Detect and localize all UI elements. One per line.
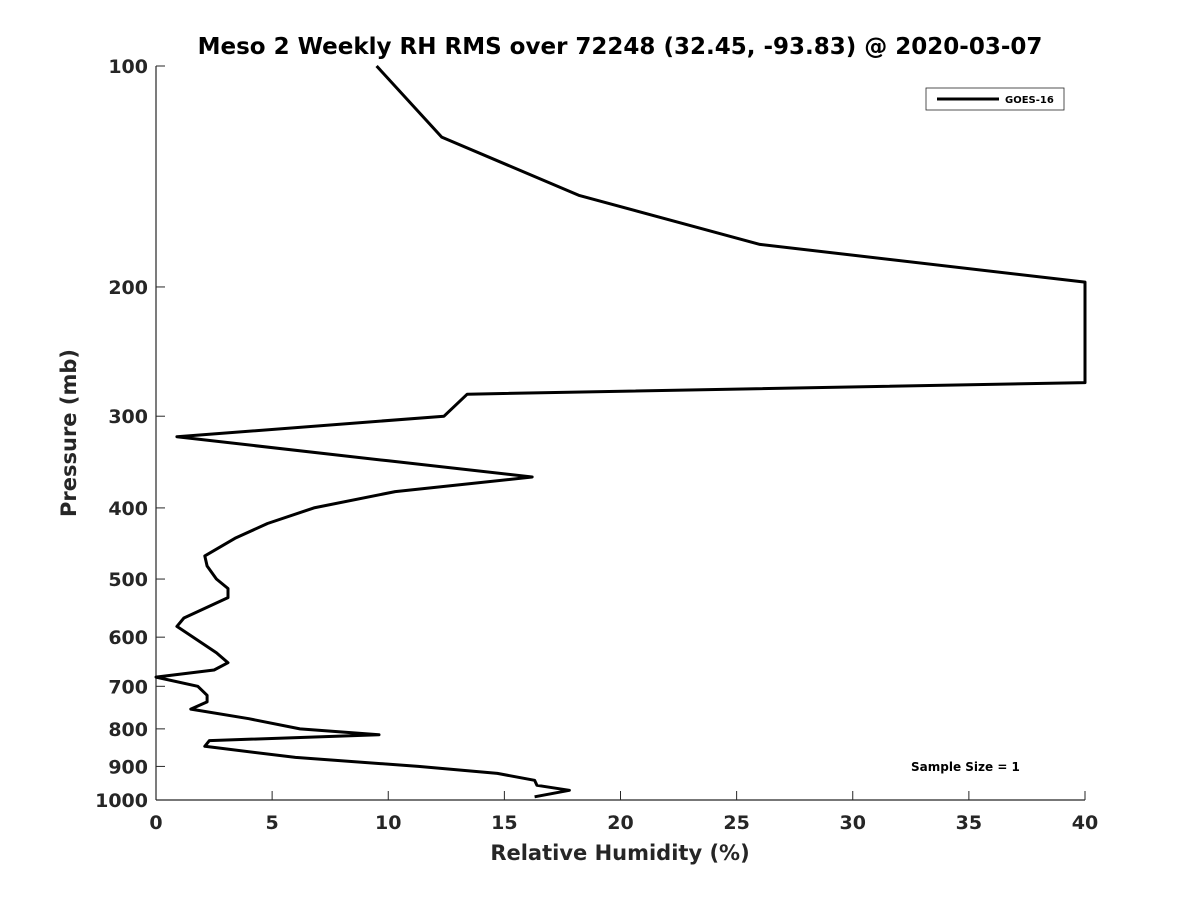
y-tick-label: 500 (108, 569, 148, 591)
y-tick-label: 100 (108, 56, 148, 78)
series-line-goes-16 (154, 64, 1087, 799)
legend: GOES-16 (925, 87, 1065, 111)
chart-title: Meso 2 Weekly RH RMS over 72248 (32.45, … (198, 34, 1043, 60)
x-tick-label: 30 (840, 812, 866, 834)
x-axis-label: Relative Humidity (%) (490, 841, 749, 865)
x-tick-label: 25 (723, 812, 749, 834)
x-tick-label: 5 (266, 812, 279, 834)
y-tick-label: 800 (108, 719, 148, 741)
x-tick-label: 0 (149, 812, 162, 834)
y-tick-label: 900 (108, 756, 148, 778)
y-tick-label: 300 (108, 406, 148, 428)
x-tick-label: 40 (1072, 812, 1098, 834)
legend-label-goes-16: GOES-16 (1005, 95, 1054, 106)
series-layer (154, 64, 1087, 799)
x-tick-label: 20 (607, 812, 633, 834)
plot-area (155, 66, 1085, 801)
x-axis-ticks: 0 5 10 15 20 25 30 35 40 (149, 791, 1098, 834)
x-tick-label: 15 (491, 812, 517, 834)
x-tick-label: 10 (375, 812, 401, 834)
y-axis-ticks: 100 200 300 400 500 600 700 800 900 1000 (95, 56, 165, 812)
y-tick-label: 400 (108, 498, 148, 520)
y-axis-label: Pressure (mb) (57, 349, 81, 517)
y-tick-label: 1000 (95, 790, 148, 812)
y-tick-label: 200 (108, 277, 148, 299)
x-tick-label: 35 (956, 812, 982, 834)
y-tick-label: 600 (108, 627, 148, 649)
sample-size-annotation: Sample Size = 1 (911, 760, 1020, 774)
y-tick-label: 700 (108, 676, 148, 698)
